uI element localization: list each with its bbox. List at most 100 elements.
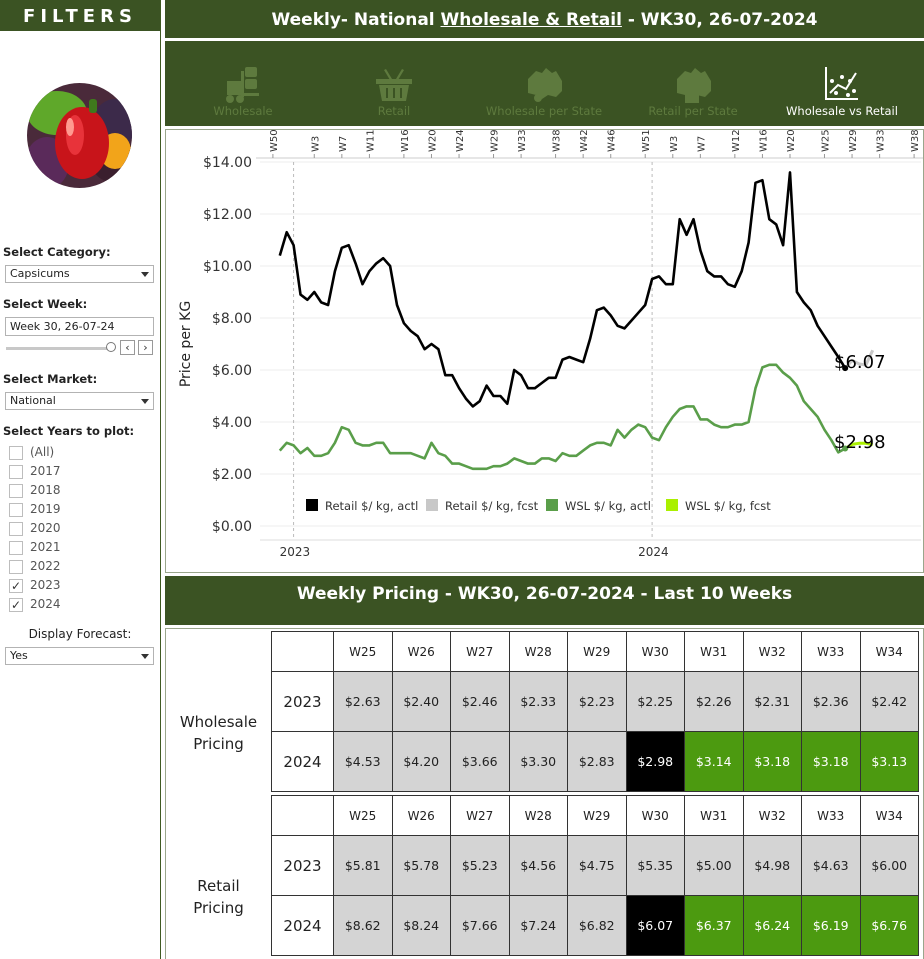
chevron-down-icon [141, 654, 149, 659]
price-cell[interactable]: $2.23 [567, 671, 627, 732]
chevron-left-icon[interactable]: ‹ [120, 340, 135, 355]
price-cell[interactable]: $7.66 [450, 895, 510, 956]
price-cell[interactable]: $2.36 [801, 671, 861, 732]
nav-wholesale-per-state[interactable]: Wholesale per State [469, 41, 619, 126]
series-line-0[interactable] [278, 171, 847, 408]
market-label: Select Market: [3, 372, 98, 386]
price-cell[interactable]: $3.30 [508, 731, 568, 792]
page-title: Weekly- National Wholesale & Retail - WK… [165, 0, 924, 38]
retail-pricing-label: Retail Pricing [166, 875, 271, 919]
week-header: W34 [859, 795, 919, 836]
week-slider-handle[interactable] [106, 342, 116, 352]
nav-retail[interactable]: Retail [319, 41, 469, 126]
week-header: W27 [450, 631, 510, 672]
price-cell[interactable]: $6.37 [684, 895, 744, 956]
market-select[interactable]: National [5, 392, 154, 410]
price-cell[interactable]: $2.42 [859, 671, 919, 732]
price-cell[interactable]: $2.98 [625, 731, 685, 792]
nav-label: Retail per State [648, 104, 738, 118]
price-cell[interactable]: $2.83 [567, 731, 627, 792]
top-tick-label: W50 [269, 130, 280, 152]
price-cell[interactable]: $3.66 [450, 731, 510, 792]
year-label: 2019 [30, 502, 61, 516]
price-cell[interactable]: $7.24 [508, 895, 568, 956]
series-line-1[interactable] [844, 349, 875, 370]
price-cell[interactable]: $4.20 [391, 731, 451, 792]
wholesale-pricing-label: Wholesale Pricing [166, 711, 271, 755]
retail-label-line1: Retail [197, 877, 240, 895]
year-label: 2024 [30, 597, 61, 611]
series-line-2[interactable] [278, 363, 846, 471]
price-cell[interactable]: $2.33 [508, 671, 568, 732]
price-cell[interactable]: $5.81 [333, 835, 393, 896]
chevron-right-icon[interactable]: › [138, 340, 153, 355]
wsl-end-label: $2.98 [834, 432, 886, 453]
year-checkbox[interactable] [9, 503, 23, 517]
week-header: W29 [567, 795, 627, 836]
table-row: 2024 $8.62 $8.24 $7.66 $7.24 $6.82 $6.07 $6.37 $… [271, 895, 919, 956]
price-cell[interactable]: $6.76 [859, 895, 919, 956]
year-checkbox[interactable] [9, 465, 23, 479]
year-checkbox[interactable] [9, 560, 23, 574]
price-cell[interactable]: $2.40 [391, 671, 451, 732]
year-checkbox[interactable] [9, 522, 23, 536]
table-header-row: W25 W26 W27 W28 W29 W30 W31 W32 W33 W34 [271, 631, 919, 672]
price-cell[interactable]: $3.18 [742, 731, 802, 792]
price-cell[interactable]: $4.98 [742, 835, 802, 896]
year-label: 2018 [30, 483, 61, 497]
chevron-down-icon [141, 272, 149, 277]
price-cell[interactable]: $4.63 [801, 835, 861, 896]
price-cell[interactable]: $5.23 [450, 835, 510, 896]
year-cell: 2023 [271, 835, 334, 896]
price-cell[interactable]: $2.31 [742, 671, 802, 732]
price-cell[interactable]: $5.00 [684, 835, 744, 896]
price-cell[interactable]: $5.35 [625, 835, 685, 896]
price-cell[interactable]: $2.63 [333, 671, 393, 732]
price-cell[interactable]: $6.07 [625, 895, 685, 956]
price-cell[interactable]: $3.18 [801, 731, 861, 792]
year-label: 2023 [30, 578, 61, 592]
price-cell[interactable]: $4.75 [567, 835, 627, 896]
year-cell: 2024 [271, 895, 334, 956]
price-cell[interactable]: $6.19 [801, 895, 861, 956]
price-cell[interactable]: $2.26 [684, 671, 744, 732]
price-cell[interactable]: $6.82 [567, 895, 627, 956]
price-cell[interactable]: $6.24 [742, 895, 802, 956]
wsl-end-point[interactable] [842, 445, 849, 452]
nav-wholesale-vs-retail[interactable]: Wholesale vs Retail [767, 41, 917, 126]
series-line-3[interactable] [844, 441, 873, 450]
basket-icon [372, 65, 416, 109]
year-checkbox[interactable] [9, 446, 23, 460]
legend-label: WSL $/ kg, fcst [685, 499, 771, 513]
year-checkbox[interactable] [9, 484, 23, 498]
nav-retail-per-state[interactable]: Retail per State [618, 41, 768, 126]
price-cell[interactable]: $2.46 [450, 671, 510, 732]
legend-swatch [666, 499, 678, 511]
week-input[interactable]: Week 30, 26-07-24 [5, 317, 154, 336]
price-cell[interactable]: $4.56 [508, 835, 568, 896]
price-cell[interactable]: $6.00 [859, 835, 919, 896]
week-slider-track[interactable] [6, 347, 114, 350]
price-cell[interactable]: $8.62 [333, 895, 393, 956]
price-cell[interactable]: $3.14 [684, 731, 744, 792]
year-checkbox[interactable]: ✓ [9, 579, 23, 593]
nav-wholesale[interactable]: Wholesale [168, 41, 318, 126]
price-cell[interactable]: $8.24 [391, 895, 451, 956]
table-row: 2023 $5.81 $5.78 $5.23 $4.56 $4.75 $5.35 $5.00 $… [271, 835, 919, 896]
year-checkbox[interactable] [9, 541, 23, 555]
nav-label: Wholesale vs Retail [786, 104, 898, 118]
forecast-select[interactable]: Yes [5, 647, 154, 665]
price-cell[interactable]: $4.53 [333, 731, 393, 792]
category-value: Capsicums [10, 267, 70, 280]
title-link[interactable]: Wholesale & Retail [440, 10, 622, 30]
table-row: 2023 $2.63 $2.40 $2.46 $2.33 $2.23 $2.25 $2.26 $… [271, 671, 919, 732]
price-cell[interactable]: $3.13 [859, 731, 919, 792]
retail-end-point[interactable] [842, 365, 849, 372]
years-label: Select Years to plot: [3, 424, 135, 438]
top-tick-label: W42 [579, 130, 590, 152]
category-select[interactable]: Capsicums [5, 265, 154, 283]
price-cell[interactable]: $2.25 [625, 671, 685, 732]
year-checkbox[interactable]: ✓ [9, 598, 23, 612]
price-cell[interactable]: $5.78 [391, 835, 451, 896]
title-prefix: Weekly- National [271, 10, 441, 30]
